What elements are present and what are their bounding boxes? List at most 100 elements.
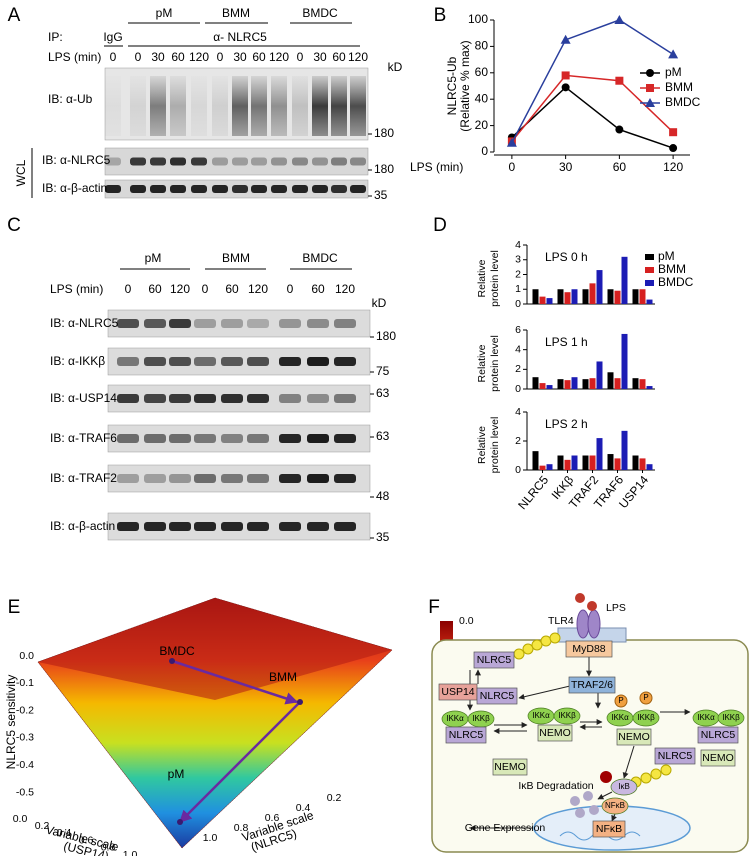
state-point [177, 819, 183, 825]
band [194, 434, 216, 443]
bar [646, 386, 653, 389]
lane-label: 0 [202, 282, 209, 296]
point [645, 98, 655, 107]
lane-label: 30 [313, 50, 327, 64]
band [221, 319, 243, 328]
band [292, 185, 308, 193]
band [247, 394, 269, 403]
bar [539, 383, 546, 389]
band [105, 185, 121, 193]
bar [596, 361, 603, 389]
size-marker: 180 [374, 162, 394, 176]
y-axis-label: (Relative % max) [458, 40, 472, 131]
series-line [511, 86, 674, 149]
panel-letter: A [8, 5, 21, 26]
kd-label: kD [388, 60, 403, 74]
node-oval [717, 709, 745, 727]
band [334, 357, 356, 366]
node-text: Gene Expression [465, 822, 546, 834]
node-label: NFκB [605, 801, 625, 810]
band [221, 474, 243, 483]
group-label: BMDC [302, 6, 338, 20]
blot-label: IB: α-NLRC5 [50, 316, 119, 330]
node-label: P [643, 693, 648, 702]
lane-label: 60 [225, 282, 239, 296]
band [194, 522, 216, 531]
size-marker: 48 [376, 489, 390, 503]
size-marker: 180 [374, 126, 394, 140]
node-label: IKKα [446, 714, 464, 723]
node-oval [632, 709, 660, 727]
band [144, 434, 166, 443]
ubiquitin [549, 632, 561, 644]
node-label: NLRC5 [658, 750, 693, 762]
band-smear [150, 76, 166, 136]
band [307, 474, 329, 483]
bar [546, 298, 553, 304]
y-tick-label: 0 [515, 298, 521, 310]
band-smear [130, 76, 146, 136]
bar [639, 379, 646, 389]
group-label: BMDC [302, 251, 338, 265]
lane-label: 60 [252, 50, 266, 64]
y-axis-label: protein level [489, 250, 501, 307]
node-label: USP14 [441, 686, 474, 698]
band [169, 357, 191, 366]
band-smear [170, 76, 186, 136]
band [307, 357, 329, 366]
node-label: NEMO [702, 752, 734, 764]
lane-label: 60 [332, 50, 346, 64]
legend-label: BMM [658, 262, 686, 276]
y-tick-label: 6 [515, 324, 521, 336]
bar [582, 289, 589, 304]
band [221, 522, 243, 531]
chart-title: LPS 1 h [545, 335, 588, 349]
size-marker: 35 [376, 530, 390, 544]
lane-label: 120 [170, 282, 190, 296]
kd-label: kD [372, 296, 387, 310]
band [221, 434, 243, 443]
bar [571, 289, 578, 304]
panel-letter: F [428, 597, 440, 618]
node-label: IKKα [697, 713, 715, 722]
band [144, 357, 166, 366]
band [194, 357, 216, 366]
state-point [297, 699, 303, 705]
bar [632, 455, 639, 470]
y-tick-label: 40 [475, 91, 489, 105]
point [561, 83, 570, 92]
band [169, 319, 191, 328]
trajectory [171, 659, 299, 705]
node-label: IKKα [611, 713, 629, 722]
band [331, 185, 347, 193]
point [614, 15, 625, 24]
lane-label: 0 [110, 50, 117, 64]
size-marker: 63 [376, 386, 390, 400]
z-tick-label: -0.3 [16, 732, 34, 744]
bar [621, 256, 628, 304]
node-label: NEMO [618, 731, 650, 743]
node-label: IKKα [532, 711, 550, 720]
bar [607, 454, 614, 470]
size-marker: 75 [376, 364, 390, 378]
bar [614, 378, 621, 389]
lane-label: 30 [233, 50, 247, 64]
y-tick-label: 0 [481, 144, 488, 158]
band [307, 434, 329, 443]
bar [596, 438, 603, 470]
band [334, 319, 356, 328]
bar [646, 464, 653, 470]
band-smear [105, 76, 121, 136]
node-oval [601, 797, 629, 815]
ubiquitin [540, 635, 552, 647]
node-label: NLRC5 [449, 729, 484, 741]
lane-label: 60 [171, 50, 185, 64]
node-label: NEMO [494, 761, 526, 773]
y-tick-label: 3 [515, 254, 521, 266]
band [307, 394, 329, 403]
lane-label: 60 [148, 282, 162, 296]
node-box [565, 640, 613, 658]
bar [539, 465, 546, 470]
z-tick-label: -0.2 [16, 704, 34, 716]
lane-label: 60 [311, 282, 325, 296]
